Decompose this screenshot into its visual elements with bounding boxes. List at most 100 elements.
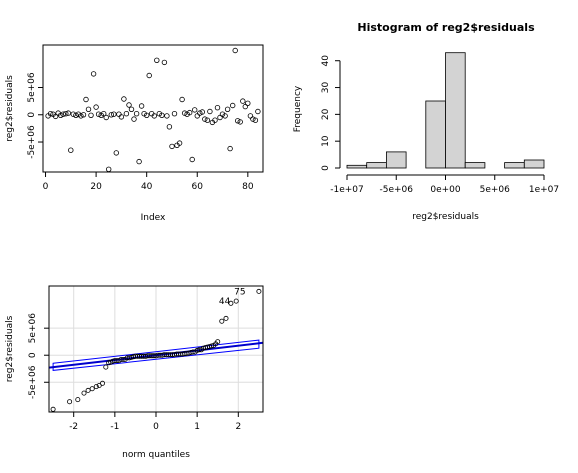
x-axis-title: reg2$residuals [412,212,479,222]
data-point [224,106,231,112]
y-tick-label: 5e+06 [27,72,37,103]
data-point [63,110,69,117]
data-point [204,117,211,123]
data-point [232,47,238,54]
data-point [250,116,256,122]
data-point [128,106,135,112]
data-point [190,349,196,355]
histogram-bar [366,162,387,169]
data-point [89,386,95,392]
data-point [164,113,170,119]
histogram-bar [523,159,545,169]
data-point [227,145,233,152]
data-point [207,108,213,115]
x-tick-label: 80 [242,182,254,192]
data-point [146,72,152,79]
data-point [197,110,203,116]
plot-frame [42,44,264,173]
data-point [191,107,198,113]
data-point [255,108,261,115]
data-point [126,102,132,108]
y-tick-label: 40 [321,55,331,67]
data-point [93,384,99,390]
data-point [80,112,87,118]
x-tick-label: -1e+07 [330,185,364,195]
histogram-bar [464,162,486,169]
x-tick-label: 40 [141,182,153,192]
data-point [234,118,241,124]
chart-title: Histogram of reg2$residuals [357,21,535,34]
data-point [116,111,122,117]
data-point [196,347,202,353]
x-tick-label: 60 [192,182,204,192]
data-point [189,156,195,163]
data-point [83,96,89,103]
data-point [222,113,228,119]
x-tick-label: 0 [43,182,49,192]
data-point [199,109,205,115]
data-point [229,102,236,109]
y-tick-label: -5e+06 [28,365,38,399]
data-point [52,113,59,120]
y-tick-label: 5e+06 [28,313,38,344]
data-point [154,57,160,63]
data-point [181,110,188,116]
data-point [88,112,94,118]
data-point [237,119,243,125]
x-tick-label: -2 [69,422,78,432]
y-tick-label: 0 [321,165,331,171]
point-annotation: 75 [234,287,245,297]
data-point [85,106,92,112]
data-point [65,110,71,116]
data-point [60,111,66,117]
data-point [113,150,119,156]
data-point [73,112,79,118]
data-point [78,113,84,119]
x-tick-label: -5e+06 [379,185,413,195]
data-point [171,110,178,117]
data-point [202,116,208,122]
data-point [133,110,140,117]
x-tick-label: 1e+07 [529,185,559,195]
data-point [105,166,112,172]
data-point [81,390,87,396]
data-point [159,112,165,118]
data-point [186,109,193,116]
histogram-bar [425,100,446,169]
data-point [68,147,74,153]
x-axis-title: Index [141,213,166,223]
data-point [209,343,215,349]
data-point [108,112,114,118]
data-point [166,124,173,130]
histogram-bar [385,151,407,169]
data-point [233,298,239,304]
data-point [219,318,225,324]
data-point [143,112,150,118]
data-point [85,387,91,393]
data-point [215,339,221,345]
data-point [179,96,185,103]
data-point [245,100,251,106]
data-point [223,315,229,321]
data-point [256,288,262,294]
data-point [120,356,126,362]
data-point [138,103,145,109]
data-point [50,406,56,412]
data-point [161,59,168,66]
x-tick-label: 20 [90,182,102,192]
data-point [103,364,109,370]
y-tick-label: -5e+06 [27,125,37,159]
data-point [100,380,106,386]
data-point [194,113,200,119]
data-point [247,113,254,119]
histogram-bar [445,52,466,169]
y-tick-label: 30 [321,82,331,94]
data-point [151,113,157,119]
data-point [131,116,137,122]
y-tick-label: 0 [28,352,38,358]
data-point [228,300,234,306]
x-tick-label: 2 [235,422,241,432]
histogram-bar [346,164,368,169]
y-tick-label: 20 [321,108,331,120]
